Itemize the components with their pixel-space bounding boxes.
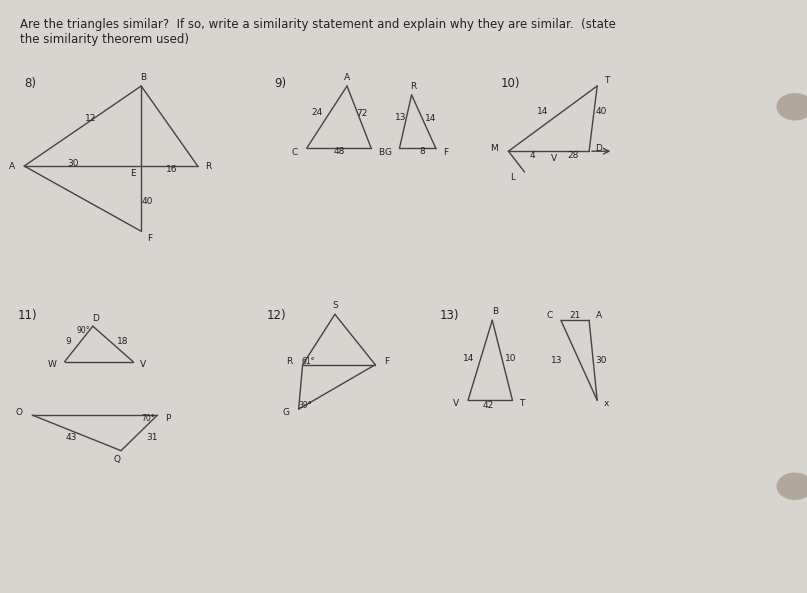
Text: A: A (596, 311, 602, 320)
Text: 14: 14 (425, 114, 437, 123)
Text: G: G (385, 148, 391, 158)
Text: L: L (510, 173, 515, 183)
Text: F: F (443, 148, 448, 158)
Text: 61°: 61° (302, 357, 315, 366)
Text: T: T (604, 75, 609, 85)
Text: 8): 8) (24, 76, 36, 90)
Text: 13): 13) (440, 309, 459, 322)
Text: 30: 30 (596, 356, 607, 365)
Text: A: A (9, 161, 15, 171)
Text: R: R (205, 161, 211, 171)
Text: D: D (93, 314, 99, 323)
Text: 12): 12) (266, 309, 286, 322)
Text: R: R (286, 357, 293, 366)
Text: 31: 31 (146, 432, 157, 442)
Text: D: D (596, 144, 602, 153)
Text: V: V (551, 154, 558, 164)
Text: F: F (384, 357, 389, 366)
Text: P: P (165, 413, 170, 423)
Text: 72: 72 (356, 109, 367, 119)
Text: B: B (378, 148, 384, 158)
Text: x: x (604, 398, 609, 408)
Text: R: R (410, 82, 416, 91)
Text: 8: 8 (419, 147, 425, 157)
Text: the similarity theorem used): the similarity theorem used) (20, 33, 189, 46)
Text: 11): 11) (18, 309, 37, 322)
Text: W: W (48, 360, 56, 369)
Text: 13: 13 (395, 113, 407, 122)
Text: 14: 14 (463, 354, 475, 364)
Text: 12: 12 (85, 114, 96, 123)
Text: 9): 9) (274, 76, 286, 90)
Text: 21: 21 (569, 311, 580, 320)
Text: 90°: 90° (77, 326, 90, 335)
Text: Are the triangles similar?  If so, write a similarity statement and explain why : Are the triangles similar? If so, write … (20, 18, 616, 31)
Text: T: T (520, 398, 525, 408)
Text: G: G (283, 407, 290, 417)
Text: 16: 16 (166, 164, 178, 174)
Text: V: V (453, 398, 459, 408)
Text: S: S (332, 301, 338, 310)
Text: 14: 14 (537, 107, 549, 116)
Text: M: M (490, 144, 498, 153)
Text: 39°: 39° (299, 400, 312, 410)
Circle shape (777, 94, 807, 120)
Text: 24: 24 (312, 108, 323, 117)
Text: 10): 10) (500, 76, 520, 90)
Text: V: V (140, 360, 146, 369)
Circle shape (777, 473, 807, 499)
Text: F: F (147, 234, 152, 243)
Text: 40: 40 (141, 197, 153, 206)
Text: B: B (491, 307, 498, 316)
Text: 13: 13 (551, 356, 562, 365)
Text: 28: 28 (567, 151, 579, 160)
Text: E: E (131, 169, 136, 178)
Text: 4: 4 (530, 151, 535, 160)
Text: 10: 10 (505, 354, 516, 364)
Text: O: O (16, 407, 23, 417)
Text: 30: 30 (67, 159, 78, 168)
Text: 40: 40 (596, 107, 607, 116)
Text: A: A (344, 73, 350, 82)
Text: 70°: 70° (141, 413, 154, 423)
Text: 9: 9 (65, 337, 72, 346)
Text: 48: 48 (333, 147, 345, 157)
Text: 18: 18 (117, 337, 128, 346)
Text: 42: 42 (483, 401, 494, 410)
Text: Q: Q (114, 455, 120, 464)
Text: B: B (140, 73, 147, 82)
Text: C: C (291, 148, 298, 158)
Text: 43: 43 (65, 433, 77, 442)
Text: C: C (546, 311, 553, 320)
